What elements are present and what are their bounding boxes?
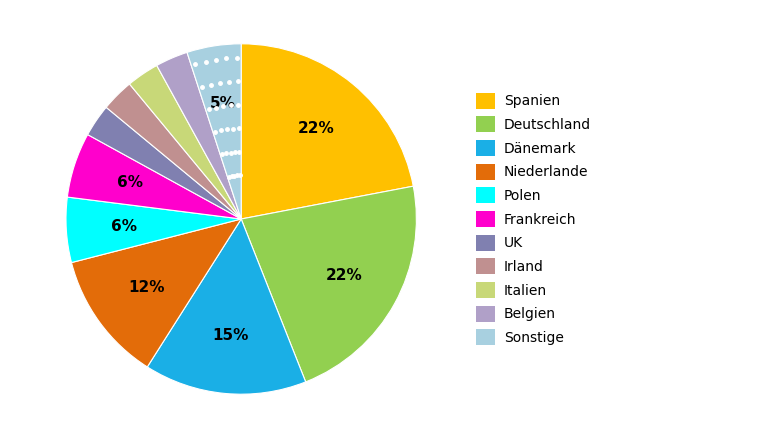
- Text: 22%: 22%: [298, 121, 335, 136]
- Text: 6%: 6%: [111, 219, 137, 234]
- Wedge shape: [68, 134, 241, 219]
- Text: 5%: 5%: [210, 95, 236, 110]
- Wedge shape: [66, 197, 241, 262]
- Text: 12%: 12%: [128, 280, 164, 296]
- Wedge shape: [241, 44, 413, 219]
- Text: 22%: 22%: [326, 268, 363, 283]
- Wedge shape: [72, 219, 241, 367]
- Wedge shape: [88, 107, 241, 219]
- Wedge shape: [157, 53, 241, 219]
- Wedge shape: [106, 84, 241, 219]
- Text: 15%: 15%: [212, 328, 248, 343]
- Wedge shape: [147, 219, 306, 394]
- Wedge shape: [241, 186, 416, 382]
- Legend: Spanien, Deutschland, Dänemark, Niederlande, Polen, Frankreich, UK, Irland, Ital: Spanien, Deutschland, Dänemark, Niederla…: [476, 92, 591, 346]
- Text: 6%: 6%: [117, 175, 142, 190]
- Wedge shape: [129, 65, 241, 219]
- Wedge shape: [187, 44, 241, 219]
